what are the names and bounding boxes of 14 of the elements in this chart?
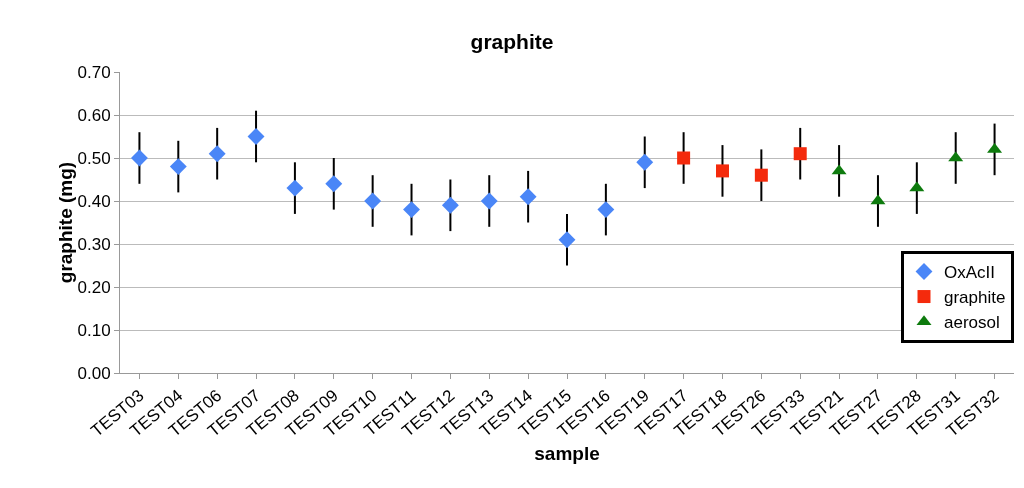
legend-label: graphite	[944, 288, 1006, 308]
chart-title: graphite	[470, 29, 554, 53]
legend-label: aerosol	[944, 313, 1000, 333]
y-tick-label: 0.10	[77, 320, 111, 340]
y-tick-label: 0.50	[77, 148, 111, 168]
y-tick-label: 0.40	[77, 191, 111, 211]
legend-label: OxAcII	[944, 263, 996, 283]
y-tick-label: 0.30	[77, 234, 111, 254]
y-tick-label: 0.60	[77, 105, 111, 125]
y-tick-label: 0.00	[77, 363, 111, 383]
x-axis-title: sample	[534, 442, 600, 464]
y-tick-label: 0.20	[77, 277, 111, 297]
y-tick-label: 0.70	[77, 62, 111, 82]
y-axis-title: graphite (mg)	[54, 161, 76, 284]
